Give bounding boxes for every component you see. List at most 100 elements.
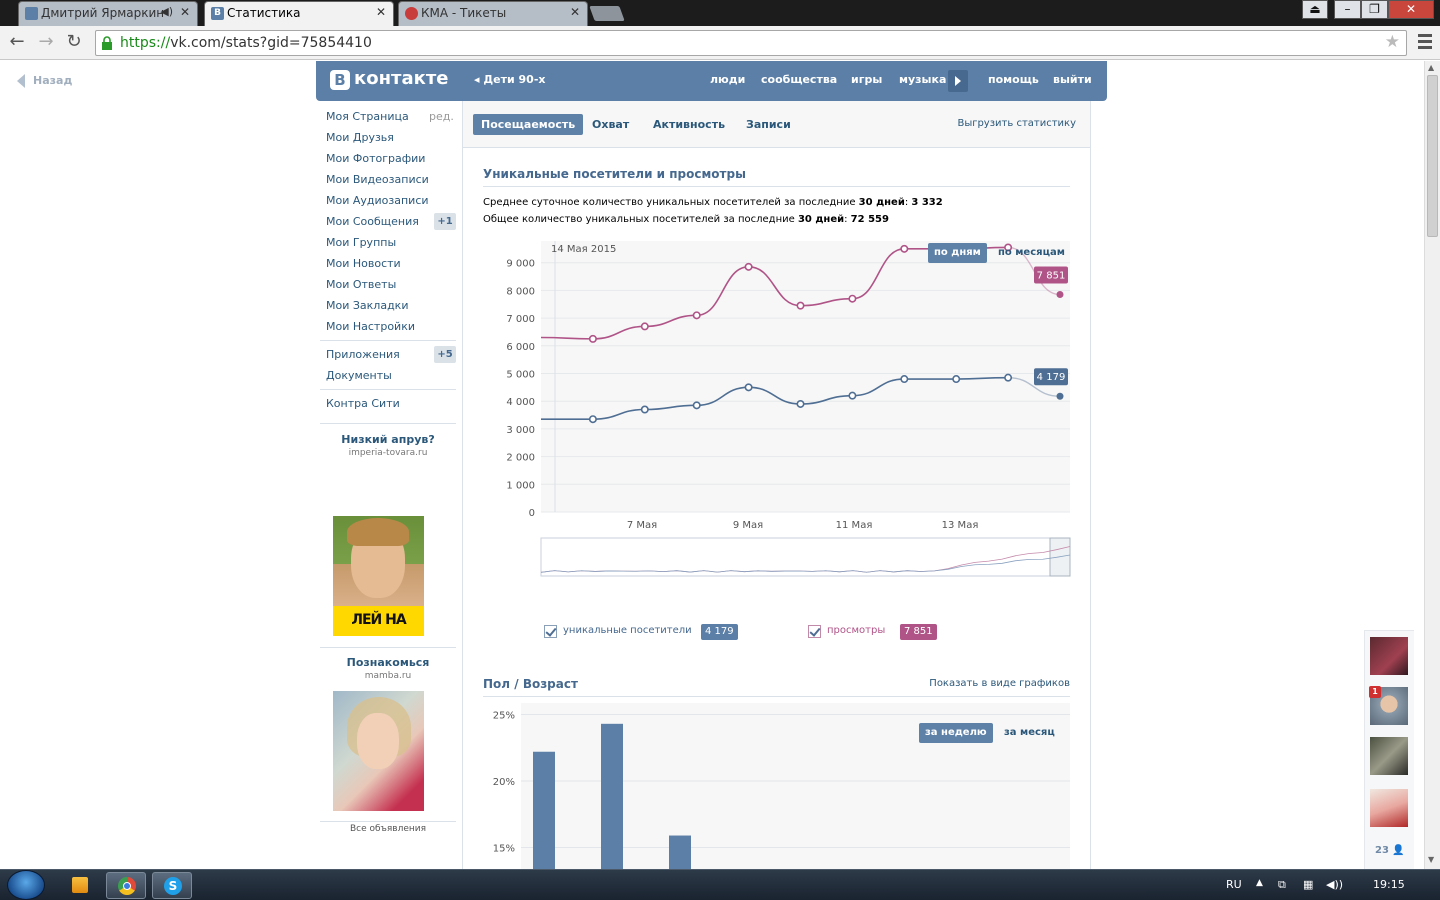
menu-news[interactable]: Мои Новости — [326, 257, 401, 270]
reload-icon[interactable]: ↻ — [66, 31, 82, 52]
stat-value: 3 332 — [911, 197, 943, 208]
speaker-icon[interactable]: ◀) — [160, 5, 173, 18]
y-tick-label: 3 000 — [506, 425, 535, 436]
export-stats-link[interactable]: Выгрузить статистику — [957, 118, 1076, 129]
friend-avatar[interactable] — [1370, 737, 1408, 775]
volume-icon[interactable]: ◀)) — [1326, 878, 1344, 891]
legend-visitors[interactable]: уникальные посетители — [563, 625, 692, 636]
data-point-last — [1056, 392, 1064, 400]
menu-photos[interactable]: Мои Фотографии — [326, 152, 426, 165]
close-tab-icon[interactable]: ✕ — [569, 5, 580, 19]
menu-my-page[interactable]: Моя Страница — [326, 110, 409, 123]
all-ads-link[interactable]: Все объявления — [349, 824, 427, 834]
friend-avatar[interactable] — [1370, 789, 1408, 827]
bookmark-star-icon[interactable]: ★ — [1384, 32, 1400, 52]
restore-icon[interactable]: ❐ — [1361, 0, 1388, 19]
visitors-section-title: Уникальные посетители и просмотры — [483, 167, 1070, 187]
close-tab-icon[interactable]: ✕ — [179, 5, 190, 19]
scroll-down-icon[interactable]: ▼ — [1428, 855, 1435, 864]
menu-bookmarks[interactable]: Мои Закладки — [326, 299, 409, 312]
menu-edit-link[interactable]: ред. — [429, 110, 454, 123]
vk-logo-icon[interactable]: В — [330, 70, 350, 90]
close-tab-icon[interactable]: ✕ — [375, 5, 386, 19]
friend-avatar[interactable] — [1370, 637, 1408, 675]
menu-audio[interactable]: Мои Аудиозаписи — [326, 194, 429, 207]
by-week-button[interactable]: за неделю — [919, 723, 993, 743]
vk-logo-text[interactable]: контакте — [354, 68, 449, 89]
user-icon[interactable]: ⏏ — [1302, 0, 1328, 19]
menu-apps[interactable]: Приложения — [326, 348, 400, 361]
by-months-button[interactable]: по месяцам — [998, 247, 1065, 258]
close-window-icon[interactable]: ✕ — [1388, 0, 1434, 19]
legend-views[interactable]: просмотры — [827, 625, 886, 636]
skype-taskbar-icon[interactable]: S — [152, 872, 192, 899]
menu-videos[interactable]: Мои Видеозаписи — [326, 173, 429, 186]
menu-friends[interactable]: Мои Друзья — [326, 131, 394, 144]
tab-activity[interactable]: Активность — [653, 118, 726, 131]
new-tab-button[interactable] — [589, 6, 625, 21]
ad-title[interactable]: Низкий апрув? — [341, 433, 435, 446]
forward-arrow-icon[interactable]: → — [38, 31, 54, 52]
views-checkbox[interactable] — [808, 625, 821, 638]
scroll-up-icon[interactable]: ▲ — [1428, 63, 1435, 72]
visitors-chart-svg: 0 1 000 2 000 3 000 4 000 5 000 6 000 7 000 8 00… — [500, 241, 1071, 577]
visitors-checkbox[interactable] — [544, 625, 557, 638]
y-tick-label: 9 000 — [506, 259, 535, 270]
friends-count[interactable]: 23 👤 — [1375, 845, 1405, 856]
tab-statistics[interactable]: В Статистика ✕ — [204, 1, 394, 27]
menu-messages[interactable]: Мои Сообщения — [326, 215, 419, 228]
show-graphs-link[interactable]: Показать в виде графиков — [929, 678, 1070, 689]
network-icon[interactable]: ▦ — [1303, 878, 1314, 891]
data-point — [1004, 373, 1013, 382]
language-indicator[interactable]: RU — [1226, 878, 1242, 891]
ad-title[interactable]: Познакомься — [346, 656, 430, 669]
data-point — [588, 334, 597, 343]
menu-contra-city[interactable]: Контра Сити — [326, 397, 400, 410]
address-bar[interactable]: https://vk.com/stats?gid=75854410 ★ — [95, 30, 1407, 56]
tab-attendance[interactable]: Посещаемость — [473, 114, 584, 135]
group-back-link[interactable]: ◂ Дети 90-х — [474, 73, 546, 86]
menu-groups[interactable]: Мои Группы — [326, 236, 397, 249]
visitors-chart: 0 1 000 2 000 3 000 4 000 5 000 6 000 7 000 8 00… — [483, 241, 1073, 640]
visitors-last-label: 4 179 — [1034, 368, 1068, 386]
minimize-icon[interactable]: – — [1334, 0, 1361, 19]
mini-visitors — [540, 554, 1071, 573]
tray-expand-icon[interactable]: ▲ — [1256, 878, 1263, 888]
nav-logout[interactable]: выйти — [1053, 73, 1092, 86]
nav-music[interactable]: музыка — [899, 73, 947, 86]
back-arrow-icon[interactable]: ← — [9, 31, 25, 52]
tab-posts[interactable]: Записи — [746, 118, 791, 131]
menu-answers[interactable]: Мои Ответы — [326, 278, 397, 291]
chrome-menu-icon[interactable] — [1418, 34, 1432, 52]
tab-kma-tickets[interactable]: КМА - Тикеты ✕ — [398, 1, 588, 26]
by-month-button[interactable]: за месяц — [1004, 727, 1055, 738]
clock[interactable]: 19:15 — [1373, 878, 1405, 891]
y-tick-label: 4 000 — [506, 397, 535, 408]
stat-days: 30 дней — [797, 214, 845, 225]
chrome-taskbar-icon[interactable] — [106, 872, 146, 899]
views-last-label: 7 851 — [1034, 266, 1068, 284]
windows-start-icon[interactable] — [7, 870, 45, 900]
apps-badge: +5 — [434, 346, 456, 363]
menu-settings[interactable]: Мои Настройки — [326, 320, 415, 333]
play-icon[interactable] — [948, 70, 968, 92]
nav-people[interactable]: люди — [710, 73, 746, 86]
ad-image[interactable]: ЛЕЙ НА СЕБЯ! — [333, 516, 424, 636]
tab-reach[interactable]: Охват — [592, 118, 630, 131]
nav-communities[interactable]: сообщества — [761, 73, 838, 86]
menu-divider — [320, 389, 456, 390]
back-triangle-icon — [17, 74, 25, 88]
kma-favicon-icon — [405, 7, 418, 20]
tab-dmitry[interactable]: Дмитрий Ярмаркин ◀) ✕ — [18, 1, 198, 26]
ad-image[interactable] — [333, 691, 424, 811]
page-scrollbar[interactable]: ▲ ▼ — [1424, 61, 1440, 869]
by-days-button[interactable]: по дням — [928, 243, 987, 263]
menu-documents[interactable]: Документы — [326, 369, 392, 382]
nav-help[interactable]: помощь — [988, 73, 1039, 86]
tray-display-icon[interactable]: ⧉ — [1278, 878, 1286, 891]
media-player-icon[interactable] — [60, 872, 100, 899]
ad-hair — [347, 518, 409, 546]
scrollbar-thumb[interactable] — [1427, 75, 1438, 237]
nav-games[interactable]: игры — [851, 73, 883, 86]
back-link[interactable]: Назад — [17, 74, 72, 88]
